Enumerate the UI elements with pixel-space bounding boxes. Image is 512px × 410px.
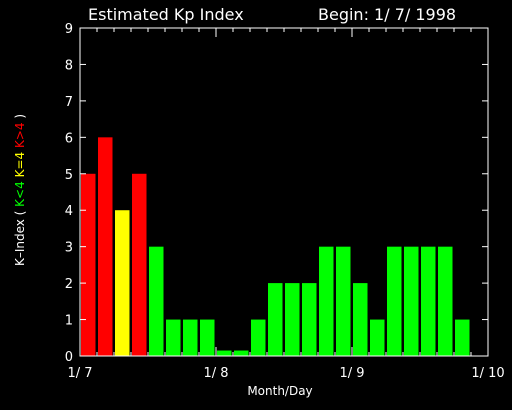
x-tick-label: 1/ 10 [471, 366, 504, 381]
y-tick-label: 4 [65, 204, 73, 219]
y-tick-label: 1 [65, 314, 73, 329]
bar [166, 319, 181, 356]
x-tick-label: 1/ 7 [67, 366, 92, 381]
bar [183, 319, 198, 356]
y-axis-label-part: ) [13, 114, 27, 123]
bar [404, 246, 419, 356]
bar [455, 319, 470, 356]
y-tick-label: 7 [65, 95, 73, 110]
bar [81, 173, 96, 356]
y-axis-label: K–Index ( K<4 K=4 K>4 ) [13, 114, 27, 266]
bar [438, 246, 453, 356]
bar [217, 350, 232, 356]
bar [132, 173, 147, 356]
x-tick-label: 1/ 8 [203, 366, 228, 381]
y-tick-label: 8 [65, 58, 73, 73]
y-ticks-group: 0 1 2 3 4 5 6 7 8 9 [65, 22, 488, 365]
y-tick-label: 2 [65, 277, 73, 292]
bar [302, 283, 317, 356]
y-tick-label: 0 [65, 350, 73, 365]
bar [200, 319, 215, 356]
bar [115, 210, 130, 356]
y-tick-label: 5 [65, 168, 73, 183]
y-tick-label: 6 [65, 131, 73, 146]
bar [421, 246, 436, 356]
bars-group [81, 137, 470, 356]
begin-date-label: Begin: 1/ 7/ 1998 [318, 5, 456, 24]
y-tick-label: 3 [65, 241, 73, 256]
bar [149, 246, 164, 356]
chart-title: Estimated Kp Index [88, 5, 244, 24]
bar [387, 246, 402, 356]
bar [336, 246, 351, 356]
bar [370, 319, 385, 356]
bar [285, 283, 300, 356]
y-axis-label-part: K>4 [13, 122, 27, 148]
x-ticks-group: 1/ 7 1/ 8 1/ 9 1/ 10 [67, 28, 505, 381]
y-axis-label-part: K–Index ( [13, 207, 27, 266]
y-axis-label-part: K<4 [13, 181, 27, 207]
bar [234, 350, 249, 356]
bar [353, 283, 368, 356]
bar [251, 319, 266, 356]
x-axis-label: Month/Day [247, 384, 312, 398]
y-tick-label: 9 [65, 22, 73, 37]
x-tick-label: 1/ 9 [339, 366, 364, 381]
bar [319, 246, 334, 356]
bar [98, 137, 113, 356]
bar [268, 283, 283, 356]
y-axis-label-part: K=4 [13, 152, 27, 178]
